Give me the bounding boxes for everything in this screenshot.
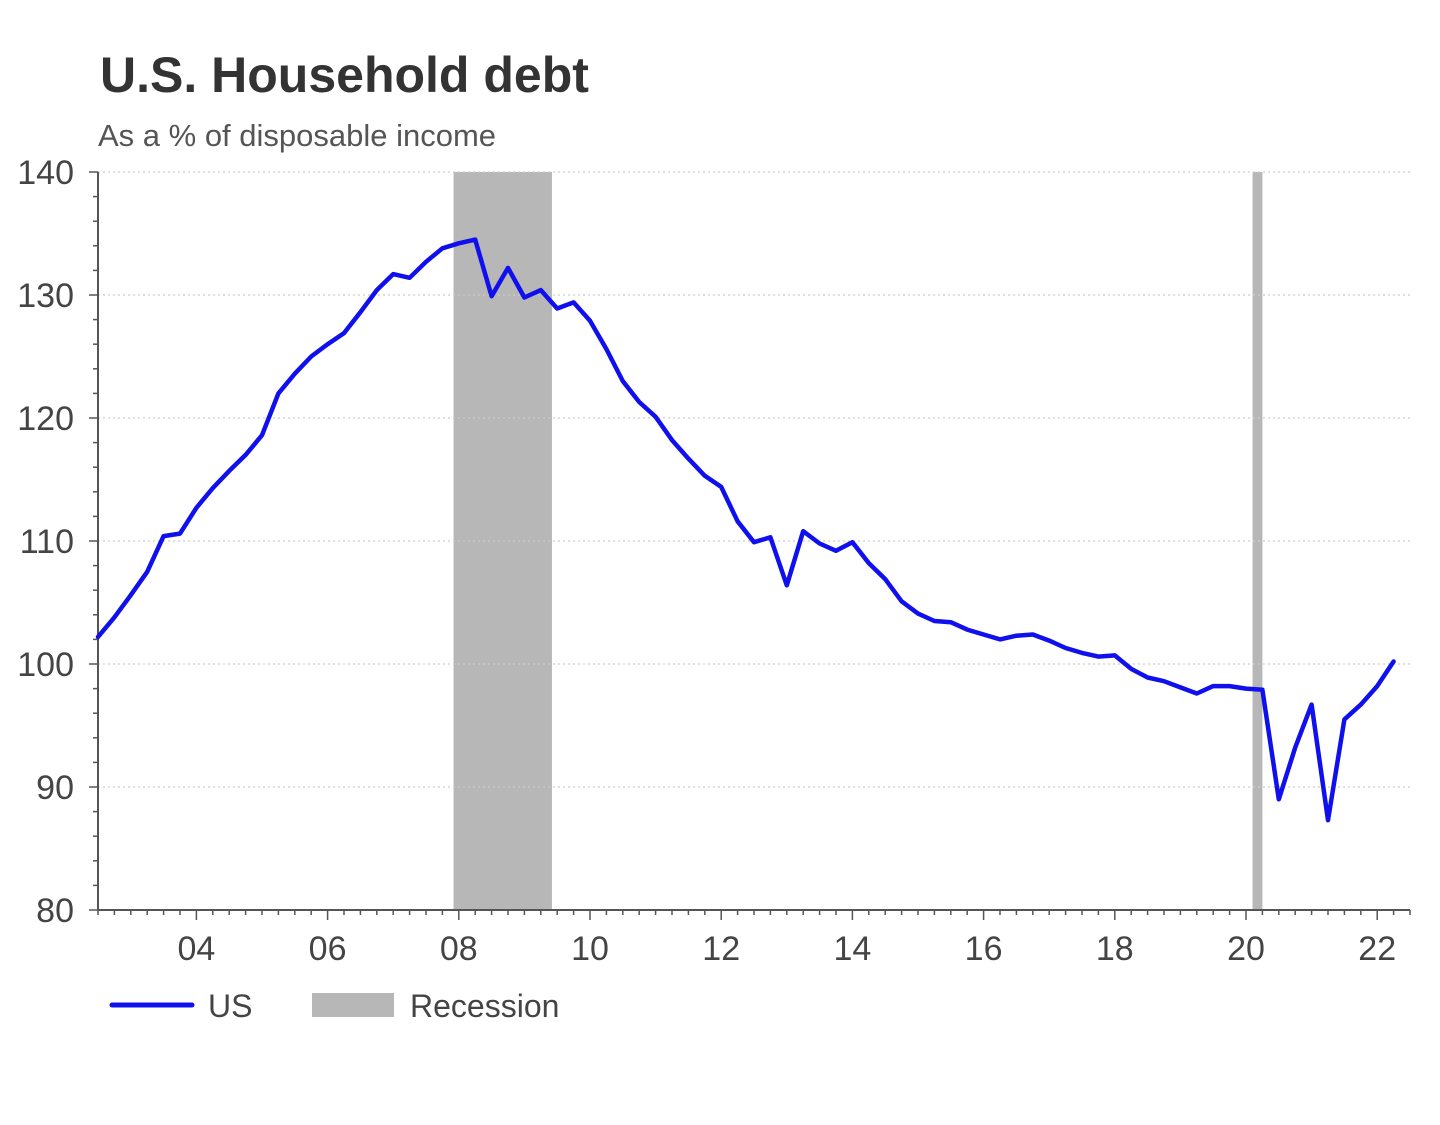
- x-tick-label-06: 06: [309, 930, 347, 968]
- x-tick-labels: 04 06 08 10 12 14 16 18 20 22: [177, 930, 1396, 968]
- recession-band-1: [1252, 172, 1263, 910]
- y-tick-label-120: 120: [17, 400, 74, 438]
- legend-recession-swatch: [312, 993, 394, 1017]
- series-line-us: [95, 237, 1396, 823]
- legend-recession-label: Recession: [410, 988, 559, 1024]
- y-tick-label-140: 140: [17, 154, 74, 192]
- legend: US Recession: [109, 988, 559, 1024]
- x-tick-label-04: 04: [177, 930, 215, 968]
- y-tick-label-110: 110: [20, 523, 74, 561]
- y-tick-labels: 80 90 100 110 120 130 140: [17, 154, 74, 930]
- gridlines: [98, 171, 1410, 788]
- y-tick-label-100: 100: [17, 646, 74, 684]
- x-tick-label-22: 22: [1358, 930, 1396, 968]
- x-tick-label-14: 14: [833, 930, 871, 968]
- legend-us-label: US: [208, 988, 252, 1024]
- y-tick-label-90: 90: [36, 769, 74, 807]
- x-tick-label-20: 20: [1227, 930, 1265, 968]
- chart-subtitle: As a % of disposable income: [98, 118, 496, 153]
- x-tick-label-16: 16: [965, 930, 1003, 968]
- series-lines: [95, 237, 1396, 823]
- x-tick-label-18: 18: [1096, 930, 1134, 968]
- y-tick-label-130: 130: [17, 277, 74, 315]
- axes: [89, 171, 1411, 920]
- y-tick-label-80: 80: [36, 892, 74, 930]
- chart-title: U.S. Household debt: [100, 47, 589, 103]
- x-tick-label-12: 12: [702, 930, 740, 968]
- x-tick-label-08: 08: [440, 930, 478, 968]
- x-tick-label-10: 10: [571, 930, 609, 968]
